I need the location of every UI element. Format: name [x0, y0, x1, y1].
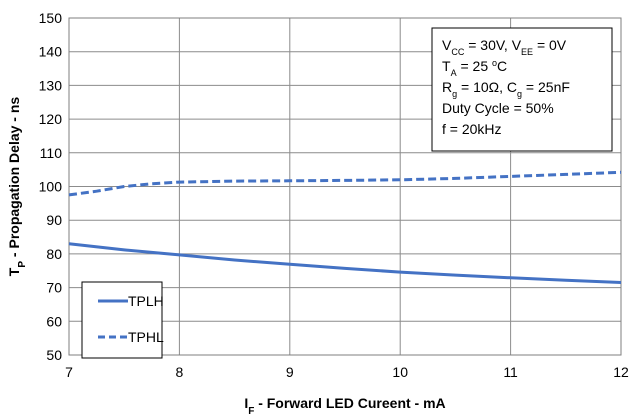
y-tick-label-4: 90 — [46, 212, 62, 228]
x-tick-label-5: 12 — [613, 364, 629, 380]
x-tick-label-4: 11 — [503, 364, 518, 380]
conditions-box-frame — [431, 27, 613, 152]
y-tick-label-6: 110 — [40, 145, 63, 161]
y-tick-label-0: 50 — [46, 347, 62, 363]
y-tick-label-2: 70 — [46, 280, 62, 296]
y-tick-label-7: 120 — [39, 111, 63, 127]
condition-line-1: VCC = 30V, VEE = 0V — [442, 37, 567, 57]
series-line-tphl — [68, 170, 622, 197]
conditions-box: VCC = 30V, VEE = 0V TA = 25 oC Rg = 10Ω,… — [431, 27, 613, 152]
y-tick-label-10: 150 — [39, 10, 63, 26]
series-group — [68, 170, 622, 284]
x-tick-labels: 7 8 9 10 11 12 — [65, 364, 629, 380]
condition-line-4: Duty Cycle = 50% — [442, 100, 554, 116]
y-axis-label-sub: P — [17, 261, 28, 268]
y-tick-label-9: 140 — [39, 44, 63, 60]
condition-line-2: TA = 25 oC — [442, 58, 507, 78]
x-axis-label-rest: - Forward LED Cureent - mA — [254, 395, 445, 411]
x-axis-label: IF - Forward LED Cureent - mA — [244, 395, 445, 414]
x-tick-label-1: 8 — [176, 364, 184, 380]
y-tick-label-3: 80 — [46, 246, 62, 262]
legend: TPLH TPHL — [81, 281, 164, 359]
y-tick-label-1: 60 — [46, 313, 62, 329]
condition-line-5: f = 20kHz — [442, 121, 502, 137]
legend-label-tplh: TPLH — [128, 293, 164, 309]
x-tick-label-3: 10 — [392, 364, 408, 380]
y-axis-label: TP - Propagation Delay - ns — [6, 97, 28, 277]
x-axis-label-main: I — [244, 395, 248, 411]
legend-label-tphl: TPHL — [128, 329, 164, 345]
y-axis-label-main: T — [6, 267, 22, 276]
legend-frame — [81, 281, 163, 359]
y-tick-label-8: 130 — [39, 77, 63, 93]
x-axis-label-sub: F — [248, 406, 254, 414]
plot-frame — [68, 17, 622, 356]
x-tick-label-2: 9 — [286, 364, 294, 380]
condition-line-3: Rg = 10Ω, Cg = 25nF — [442, 79, 570, 99]
y-axis-label-rest: - Propagation Delay - ns — [6, 97, 22, 261]
series-line-tplh — [68, 242, 622, 284]
y-tick-labels: 50 60 70 80 90 100 110 120 130 140 150 — [39, 10, 63, 363]
x-tick-label-0: 7 — [65, 364, 73, 380]
y-tick-label-5: 100 — [39, 179, 63, 195]
